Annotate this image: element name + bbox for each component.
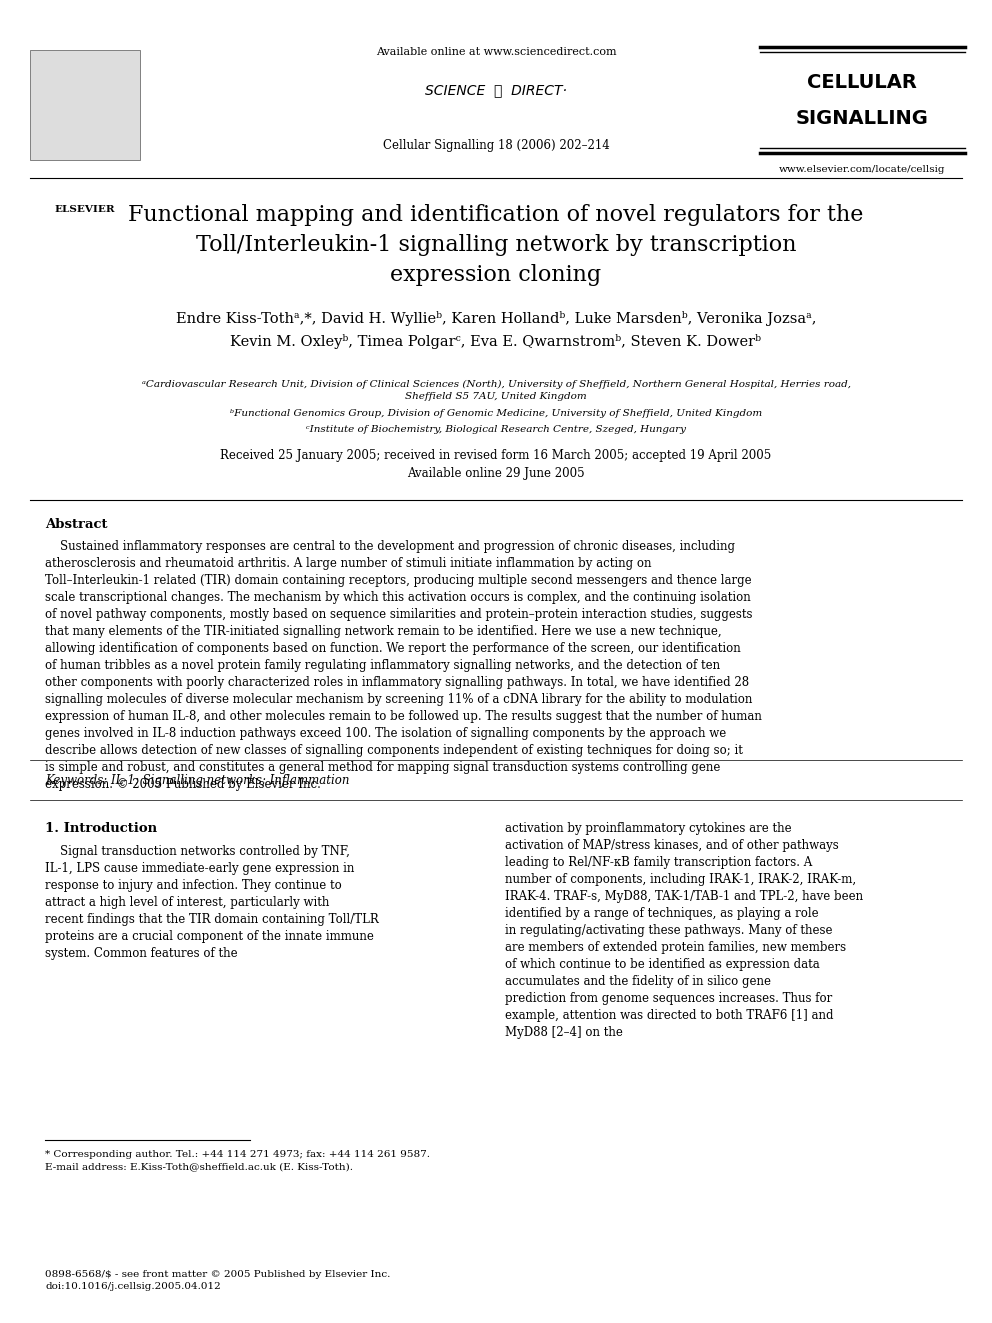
Text: Endre Kiss-Tothᵃ,*, David H. Wyllieᵇ, Karen Hollandᵇ, Luke Marsdenᵇ, Veronika Jo: Endre Kiss-Tothᵃ,*, David H. Wyllieᵇ, Ka… (176, 311, 816, 348)
Text: ELSEVIER: ELSEVIER (55, 205, 115, 214)
Text: 0898-6568/$ - see front matter © 2005 Published by Elsevier Inc.
doi:10.1016/j.c: 0898-6568/$ - see front matter © 2005 Pu… (45, 1270, 391, 1291)
Text: * Corresponding author. Tel.: +44 114 271 4973; fax: +44 114 261 9587.
E-mail ad: * Corresponding author. Tel.: +44 114 27… (45, 1150, 430, 1171)
Text: Keywords: IL-1; Signalling networks; Inflammation: Keywords: IL-1; Signalling networks; Inf… (45, 774, 349, 787)
Text: CELLULAR: CELLULAR (807, 74, 917, 93)
Text: 1. Introduction: 1. Introduction (45, 822, 157, 835)
Bar (30, 50, 140, 160)
Text: activation by proinflammatory cytokines are the
activation of MAP/stress kinases: activation by proinflammatory cytokines … (505, 822, 863, 1039)
Text: Functional mapping and identification of novel regulators for the
Toll/Interleuk: Functional mapping and identification of… (128, 204, 864, 287)
Text: ᵃCardiovascular Research Unit, Division of Clinical Sciences (North), University: ᵃCardiovascular Research Unit, Division … (142, 380, 850, 401)
Text: SCIENCE  ⓐ  DIRECT·: SCIENCE ⓐ DIRECT· (425, 83, 567, 97)
Text: Sustained inflammatory responses are central to the development and progression : Sustained inflammatory responses are cen… (45, 540, 762, 791)
Text: Signal transduction networks controlled by TNF,
IL-1, LPS cause immediate-early : Signal transduction networks controlled … (45, 845, 379, 960)
Bar (760, 40, 965, 155)
Text: Received 25 January 2005; received in revised form 16 March 2005; accepted 19 Ap: Received 25 January 2005; received in re… (220, 448, 772, 480)
Text: www.elsevier.com/locate/cellsig: www.elsevier.com/locate/cellsig (779, 165, 945, 175)
Text: ᵇFunctional Genomics Group, Division of Genomic Medicine, University of Sheffiel: ᵇFunctional Genomics Group, Division of … (230, 409, 762, 418)
Text: Cellular Signalling 18 (2006) 202–214: Cellular Signalling 18 (2006) 202–214 (383, 139, 609, 152)
Text: Abstract: Abstract (45, 519, 107, 531)
Text: SIGNALLING: SIGNALLING (796, 108, 929, 127)
Text: Available online at www.sciencedirect.com: Available online at www.sciencedirect.co… (376, 48, 616, 57)
Text: ᶜInstitute of Biochemistry, Biological Research Centre, Szeged, Hungary: ᶜInstitute of Biochemistry, Biological R… (306, 425, 686, 434)
